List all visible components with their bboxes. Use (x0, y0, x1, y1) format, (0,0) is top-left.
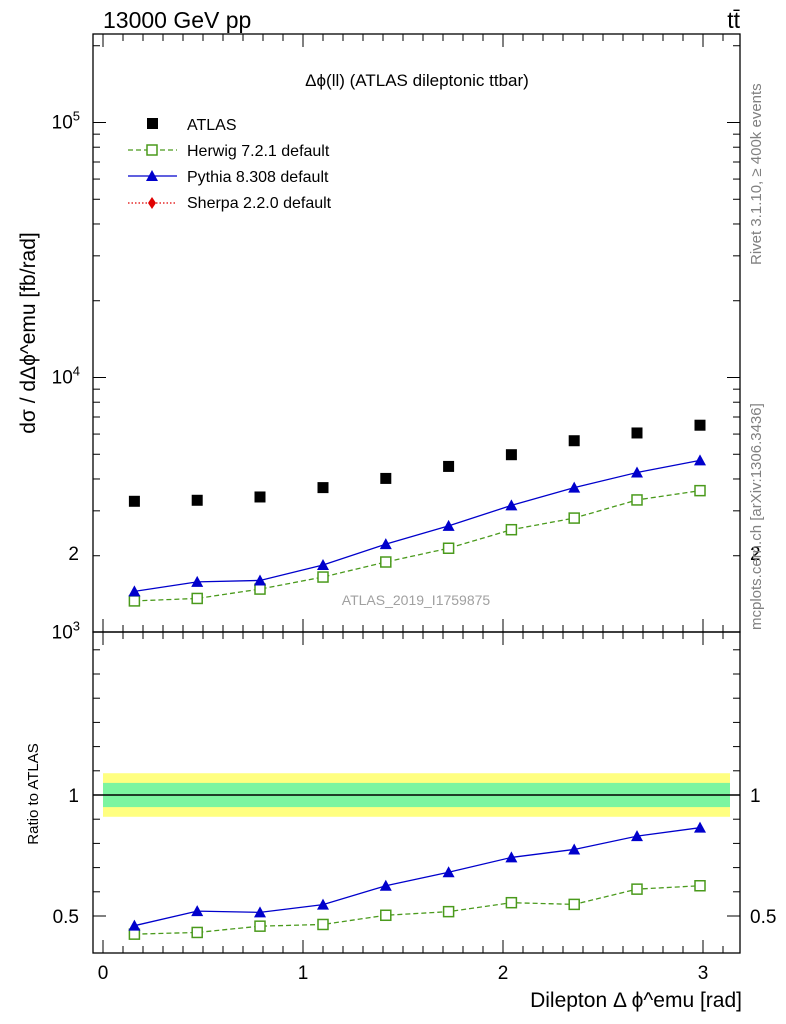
ratio-y-tick-label-right: 0.5 (750, 907, 776, 928)
energy-label: 13000 GeV pp (103, 7, 251, 33)
analysis-watermark: ATLAS_2019_I1759875 (342, 592, 491, 608)
pythia-main-point (317, 558, 329, 570)
atlas-data-point (443, 460, 455, 472)
herwig-ratio-line (134, 885, 701, 935)
pythia-ratio-point (694, 821, 706, 833)
mcplots-label: mcplots.cern.ch [arXiv:1306.3436] (748, 403, 765, 630)
atlas-data-point (380, 472, 392, 484)
legend-entry-pythia: Pythia 8.308 default (128, 169, 329, 186)
pythia-ratio-point (631, 830, 643, 842)
legend-marker-herwig (146, 144, 158, 156)
pythia-main-point (191, 575, 204, 587)
pythia-main-point (379, 538, 392, 550)
pythia-ratio-point (505, 851, 518, 863)
atlas-data-point (254, 491, 266, 503)
x-tick-label: 2 (498, 963, 509, 984)
pythia-ratio-point (568, 843, 581, 855)
legend-marker-atlas (147, 118, 158, 129)
main-y-tick-label: 104 (52, 364, 80, 389)
legend-label-sherpa: Sherpa 2.2.0 default (187, 195, 332, 212)
ratio-plot-frame (92, 631, 741, 954)
main-y-tick-label: 103 (52, 619, 80, 644)
atlas-data-point (128, 495, 140, 507)
pythia-ratio-point (128, 919, 141, 931)
herwig-main-point (317, 571, 329, 583)
ratio-y-tick-label: 0.5 (53, 907, 79, 928)
herwig-main-point (128, 595, 141, 607)
herwig-ratio-point (380, 909, 392, 922)
pythia-ratio-point (317, 898, 329, 910)
herwig-main-point (694, 484, 706, 497)
legend-marker-sherpa (148, 197, 156, 209)
atlas-data-point (505, 449, 517, 461)
pythia-main-line (134, 459, 701, 592)
herwig-ratio-point (631, 883, 643, 895)
legend-entry-herwig: Herwig 7.2.1 default (128, 143, 330, 160)
pythia-main-point (128, 585, 141, 597)
herwig-main-point (568, 512, 580, 524)
herwig-main-point (631, 494, 643, 506)
herwig-main-point (442, 542, 455, 554)
ratio-y-tick-label: 1 (68, 786, 79, 807)
pythia-main-point (631, 466, 643, 478)
main-y-tick-label: 105 (52, 109, 80, 134)
process-label: tt̄ (727, 7, 740, 33)
herwig-main-line (134, 489, 701, 602)
herwig-ratio-point (568, 898, 580, 911)
atlas-data-point (317, 482, 329, 494)
ratio-y-tick-label-right: 1 (750, 786, 761, 807)
atlas-data-point (631, 427, 643, 439)
atlas-data-point (191, 494, 203, 506)
herwig-ratio-point (694, 880, 706, 892)
herwig-ratio-point (191, 926, 203, 939)
x-tick-label: 1 (298, 963, 309, 984)
legend-label-pythia: Pythia 8.308 default (187, 169, 329, 186)
herwig-ratio-point (254, 920, 266, 932)
data-series (128, 419, 706, 940)
herwig-main-point (380, 556, 392, 568)
legend-label-herwig: Herwig 7.2.1 default (187, 143, 330, 160)
axis-ticks: 103 104 105 0 1 2 3 0.5 0.5 1 1 2 2 (52, 34, 776, 984)
legend-entry-atlas: ATLAS (147, 117, 237, 134)
pythia-ratio-point (191, 905, 204, 917)
herwig-main-point (254, 583, 266, 595)
legend-label-atlas: ATLAS (187, 117, 237, 134)
ratio-uncertainty-bands (93, 773, 740, 817)
x-axis-label: Dilepton Δ ϕ^emu [rad] (530, 989, 742, 1012)
plot-frames (92, 33, 741, 954)
ratio-y-axis-label: Ratio to ATLAS (25, 743, 42, 844)
x-tick-label: 0 (98, 963, 109, 984)
pythia-ratio-line (134, 827, 701, 927)
x-tick-label: 3 (698, 963, 709, 984)
pythia-main-point (694, 454, 706, 466)
pythia-main-point (505, 499, 518, 511)
pythia-ratio-point (254, 906, 266, 918)
herwig-main-point (505, 523, 518, 536)
herwig-main-point (191, 592, 203, 605)
pythia-ratio-point (442, 866, 455, 878)
ratio-y-tick-label: 2 (68, 544, 79, 565)
herwig-ratio-point (317, 918, 329, 931)
legend-entry-sherpa: Sherpa 2.2.0 default (128, 195, 332, 212)
pythia-main-point (442, 519, 455, 531)
herwig-ratio-point (505, 896, 518, 909)
pythia-main-point (254, 574, 266, 586)
atlas-data-point (568, 435, 580, 447)
legend: ATLAS Herwig 7.2.1 default Pythia 8.308 … (128, 117, 332, 212)
atlas-data-point (694, 419, 706, 431)
ratio-y-tick-label-right: 2 (750, 544, 761, 565)
herwig-ratio-point (442, 905, 455, 918)
pythia-ratio-point (379, 879, 392, 891)
rivet-version-label: Rivet 3.1.10, ≥ 400k events (748, 83, 765, 265)
main-plot-title: Δϕ(ll) (ATLAS dileptonic ttbar) (305, 71, 529, 90)
main-y-axis-label: dσ / dΔϕ^emu [fb/rad] (17, 232, 40, 434)
legend-marker-pythia (146, 170, 158, 181)
pythia-main-point (568, 481, 581, 493)
